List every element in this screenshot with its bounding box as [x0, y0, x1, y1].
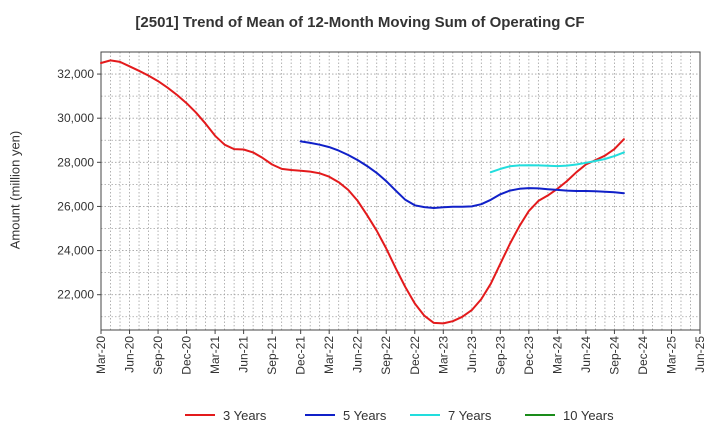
x-tick-label: Mar-25 [664, 336, 678, 374]
legend-label: 5 Years [343, 408, 387, 423]
x-tick-label: Mar-24 [550, 336, 564, 374]
y-tick-label: 32,000 [57, 67, 94, 81]
x-tick-label: Dec-21 [294, 336, 308, 375]
x-tick-label: Sep-22 [379, 336, 393, 375]
x-tick-label: Sep-24 [607, 336, 621, 375]
x-tick-label: Sep-20 [151, 336, 165, 375]
plot-border [100, 51, 701, 331]
x-tick-label: Jun-24 [579, 336, 593, 373]
x-tick-label: Sep-21 [265, 336, 279, 375]
x-tick-label: Dec-22 [408, 336, 422, 375]
y-tick-label: 22,000 [57, 288, 94, 302]
x-tick-label: Mar-21 [208, 336, 222, 374]
y-tick-label: 26,000 [57, 199, 94, 213]
x-tick-label: Dec-20 [180, 336, 194, 375]
chart-title: [2501] Trend of Mean of 12-Month Moving … [135, 14, 585, 31]
x-tick-label: Jun-23 [465, 336, 479, 373]
legend-label: 10 Years [563, 408, 614, 423]
y-tick-label: 30,000 [57, 111, 94, 125]
series-line-3-years [100, 59, 625, 325]
x-tick-label: Mar-20 [94, 336, 108, 374]
x-tick-label: Jun-25 [693, 336, 707, 373]
x-tick-label: Jun-20 [123, 336, 137, 373]
legend-label: 3 Years [223, 408, 267, 423]
x-tick-label: Mar-23 [436, 336, 450, 374]
x-tick-label: Sep-23 [493, 336, 507, 375]
series-line-7-years [489, 151, 625, 174]
x-tick-label: Mar-22 [322, 336, 336, 374]
legend-label: 7 Years [448, 408, 492, 423]
y-tick-label: 28,000 [57, 155, 94, 169]
series-line-5-years [299, 140, 625, 209]
y-tick-label: 24,000 [57, 244, 94, 258]
x-tick-label: Dec-23 [522, 336, 536, 375]
x-tick-label: Jun-21 [237, 336, 251, 373]
x-tick-label: Jun-22 [351, 336, 365, 373]
x-tick-label: Dec-24 [636, 336, 650, 375]
plot-area [101, 52, 700, 330]
